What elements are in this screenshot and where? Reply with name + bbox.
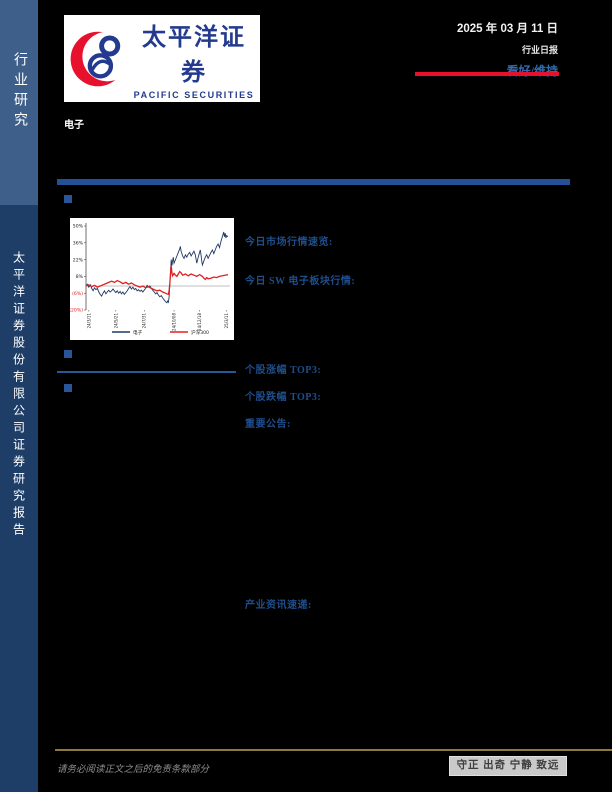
svg-text:36%: 36% <box>73 241 84 247</box>
heading-top-gainers: 个股涨幅 TOP3: <box>245 365 322 376</box>
bullet-square-2 <box>64 350 72 358</box>
logo: 太平洋证券 PACIFIC SECURITIES <box>64 15 260 102</box>
report-meta: 2025 年 03 月 11 日 行业日报 看好/维持 <box>457 20 558 79</box>
industry-rating: 看好/维持 <box>506 64 558 78</box>
logo-text: 太平洋证券 PACIFIC SECURITIES <box>132 17 256 100</box>
heading-market-overview: 今日市场行情速览: <box>245 237 333 248</box>
footer-motto-text: 守正 出奇 宁静 致远 <box>456 760 560 771</box>
footer-disclaimer: 请务必阅读正文之后的免责条款部分 <box>57 765 210 775</box>
sidebar-section-industry-research: 行业研究 <box>0 0 38 205</box>
heading-announcements: 重要公告: <box>245 419 291 430</box>
svg-text:24/10/08: 24/10/08 <box>172 313 177 331</box>
svg-text:24/3/11: 24/3/11 <box>86 313 91 329</box>
report-date: 2025 年 03 月 11 日 <box>456 23 558 35</box>
logo-chinese-name: 太平洋证券 <box>142 24 246 86</box>
svg-text:24/5/21: 24/5/21 <box>113 313 118 329</box>
bullet-square-1 <box>64 195 72 203</box>
red-divider <box>415 72 559 76</box>
svg-text:50%: 50% <box>73 224 84 230</box>
svg-text:22%: 22% <box>73 257 84 263</box>
report-type: 行业日报 <box>521 45 558 55</box>
heading-sw-sector: 今日 SW 电子板块行情: <box>245 276 356 287</box>
footer-motto-box: 守正 出奇 宁静 致远 <box>449 756 567 776</box>
logo-english-name: PACIFIC SECURITIES <box>133 90 255 100</box>
sidebar-section-company-report: 太平洋证券股份有限公司证券研究报告 <box>0 205 38 792</box>
heading-industry-news: 产业资讯速递: <box>245 600 312 611</box>
svg-text:(20%): (20%) <box>70 308 83 314</box>
performance-chart-svg: 50% 36% 22% 8% (6%) (20%)24/3/11 24/5/21 24/7/3… <box>70 223 230 336</box>
thin-divider <box>57 371 236 373</box>
sidebar-label-industry-research: 行业研究 <box>12 52 27 132</box>
svg-text:24/7/31: 24/7/31 <box>142 313 147 329</box>
performance-chart: 50% 36% 22% 8% (6%) (20%) 24/3/11 24/5/21 24/7/3… <box>70 218 234 340</box>
svg-text:(6%): (6%) <box>72 291 83 297</box>
footer-divider <box>55 749 612 751</box>
svg-text:沪深300: 沪深300 <box>191 329 209 336</box>
svg-text:8%: 8% <box>76 274 84 280</box>
svg-text:电子: 电子 <box>133 329 143 336</box>
heading-top-losers: 个股跌幅 TOP3: <box>245 392 322 403</box>
svg-text:24/12/18: 24/12/18 <box>197 313 202 331</box>
svg-text:25/3/11: 25/3/11 <box>224 313 229 329</box>
pacific-securities-logo-icon <box>70 31 132 86</box>
industry-name: 电子 <box>64 120 84 131</box>
sidebar: 行业研究 太平洋证券股份有限公司证券研究报告 <box>0 0 38 792</box>
bullet-square-3 <box>64 384 72 392</box>
section-divider-bar <box>57 179 570 185</box>
sidebar-label-company-report: 太平洋证券股份有限公司证券研究报告 <box>11 251 26 540</box>
